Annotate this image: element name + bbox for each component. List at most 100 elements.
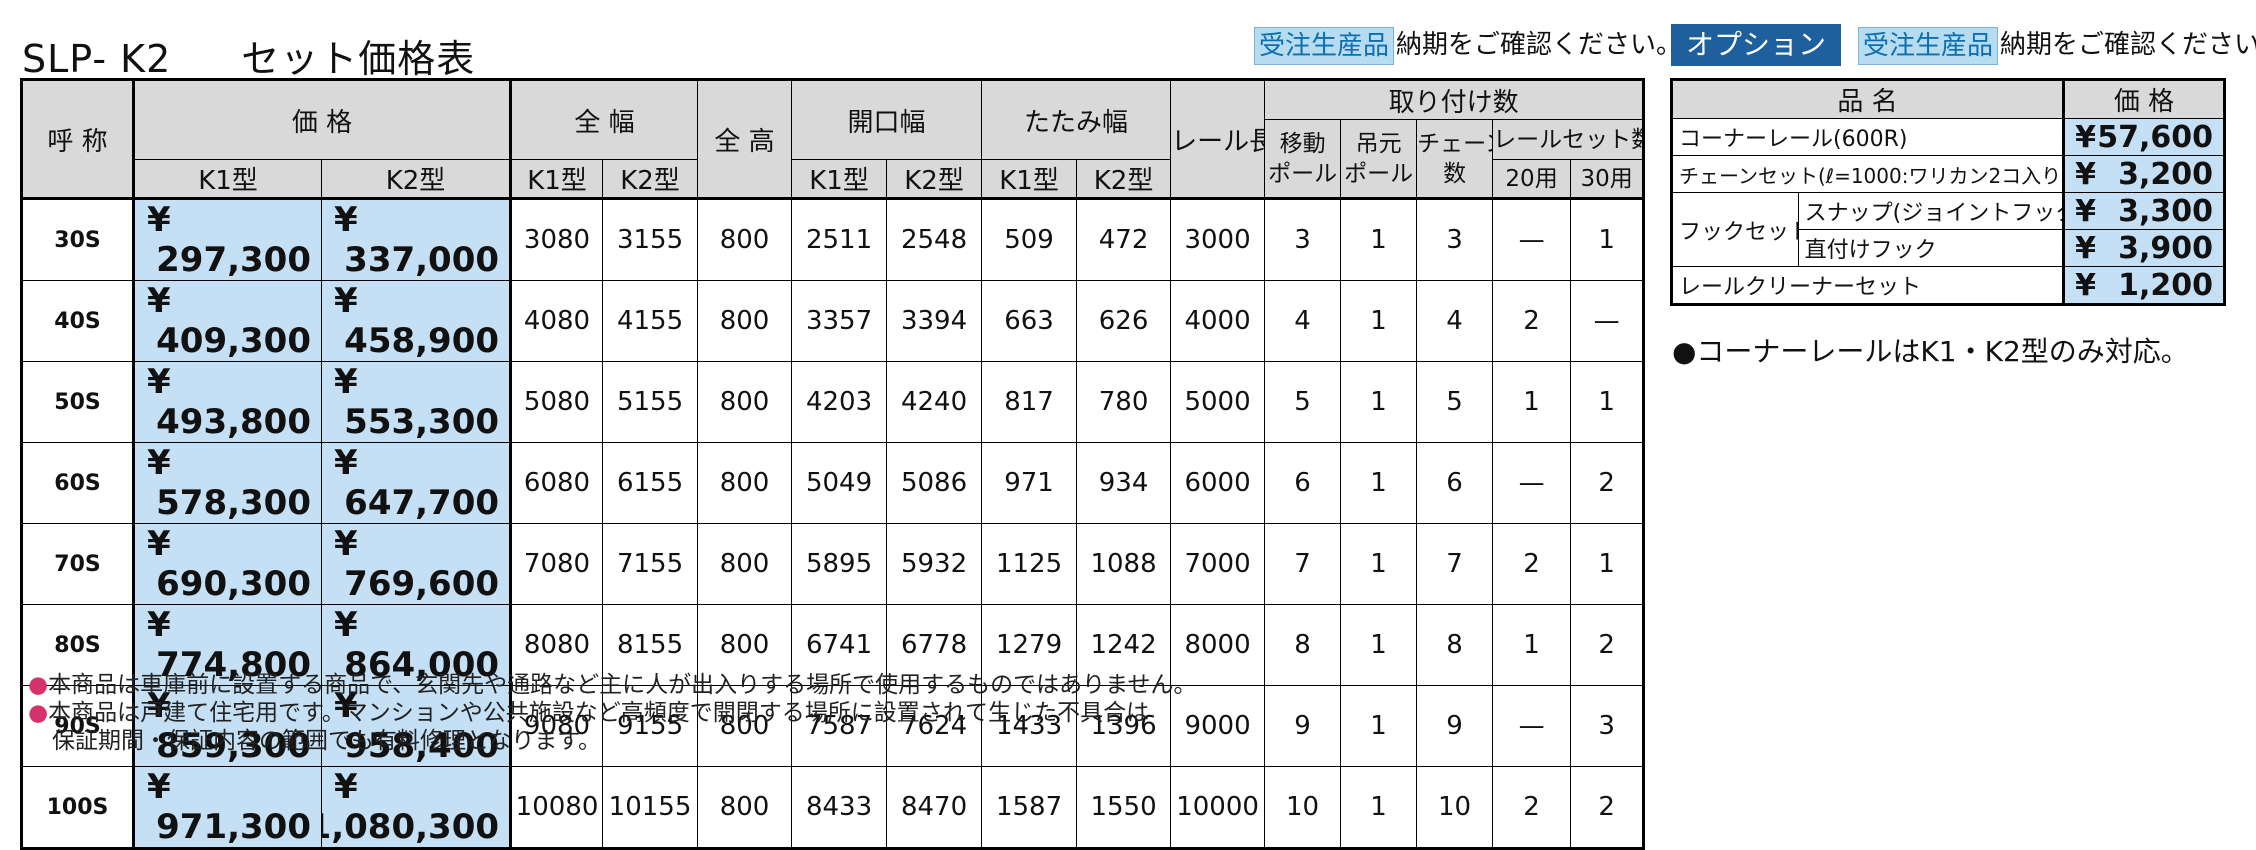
size-name: 50S [21,361,135,443]
opening-k2: 6778 [886,604,983,686]
yen-sign: ¥ [2075,230,2096,266]
size-name: 80S [21,604,135,686]
price-k2: ¥958,400 [320,685,513,767]
opening-k2: 5086 [886,442,983,524]
width-k2: 5155 [602,361,699,443]
moving-pole-count: 9 [1264,685,1342,767]
rail-set-20: — [1492,685,1572,767]
width-k2: 8155 [602,604,699,686]
folding-k2: 472 [1076,198,1172,281]
price-amount: 3,900 [2118,230,2213,266]
hanging-pole-label: 吊元 ポール [1344,130,1414,187]
folding-k2: 1396 [1076,685,1172,767]
header-total-height: 全 高 [697,79,793,200]
folding-k2: 1550 [1076,766,1172,849]
width-k1: 3080 [510,198,604,281]
width-k2: 9155 [602,685,699,767]
yen-sign: ¥ [2075,119,2096,155]
price-k1: ¥493,800 [133,361,322,443]
width-k2: 10155 [602,766,699,849]
price-k1: ¥774,800 [133,604,322,686]
footer-note-3: 保証期間・保証内容の範囲でも有料修理となります。 [52,728,602,754]
yen-sign: ¥ [147,362,171,403]
yen-sign: ¥ [2075,156,2096,192]
header-total-width: 全 幅 [510,79,699,160]
price-k2: ¥864,000 [320,604,513,686]
moving-pole-count: 10 [1264,766,1342,849]
option-row: 直付けフック ¥3,900 [1672,229,2225,267]
header-folding-k2: K2型 [1076,159,1172,200]
opening-k2: 5932 [886,523,983,605]
size-name: 100S [21,766,135,849]
header-opening-k1: K1型 [791,159,888,200]
rail-length: 5000 [1170,361,1266,443]
yen-sign: ¥ [334,362,358,403]
rail-length: 7000 [1170,523,1266,605]
header-rail-set-20: 20用 [1492,159,1572,200]
price-k1: ¥859,300 [133,685,322,767]
price-table: 呼 称価 格全 幅全 高開口幅たたみ幅レール長取り付け数移動ポール吊元ポールチェ… [20,78,1646,850]
header-opening-width: 開口幅 [791,79,983,160]
chain-count: 5 [1416,361,1494,443]
made-to-order-badge: 受注生産品 [1254,27,1395,65]
header-folding-k1: K1型 [981,159,1078,200]
chain-count: 7 [1416,523,1494,605]
price-amount: 971,300 [156,807,311,847]
opening-k1: 5895 [791,523,888,605]
table-row: 40S ¥409,300 ¥458,900 4080 4155 800 3357 3394 66… [21,280,1645,362]
rail-set-30: 1 [1570,523,1645,605]
header-name: 呼 称 [21,79,135,200]
header-price-k2: K2型 [320,159,513,200]
folding-k1: 817 [981,361,1078,443]
folding-k1: 1279 [981,604,1078,686]
moving-pole-count: 6 [1264,442,1342,524]
rail-set-30: 2 [1570,766,1645,849]
price-k1: ¥409,300 [133,280,322,362]
price-amount: 3,200 [2118,156,2213,192]
price-amount: 297,300 [156,240,311,280]
moving-pole-count: 7 [1264,523,1342,605]
opening-k2: 2548 [886,198,983,281]
price-k1: ¥297,300 [133,198,322,281]
rail-length: 6000 [1170,442,1266,524]
size-name: 30S [21,198,135,281]
rail-set-20: 2 [1492,280,1572,362]
folding-k2: 780 [1076,361,1172,443]
chain-count-label: チェーン数 [1417,130,1492,187]
size-name: 70S [21,523,135,605]
hanging-pole-count: 1 [1340,604,1418,686]
header-rail-set-count: レールセット数 [1492,119,1645,160]
yen-sign: ¥ [147,200,171,240]
yen-sign: ¥ [334,281,358,322]
yen-sign: ¥ [334,200,358,240]
option-row: チェーンセット(ℓ=1000:ワリカン2コ入り) ¥3,200 [1670,155,2225,193]
rail-length: 3000 [1170,198,1266,281]
price-amount: 769,600 [344,564,500,604]
width-k1: 5080 [510,361,604,443]
header-folding-width: たたみ幅 [981,79,1172,160]
yen-sign: ¥ [147,605,171,646]
options-header-item: 品 名 [1670,79,2065,119]
opening-k1: 8433 [791,766,888,849]
price-amount: 647,700 [344,483,500,523]
header-mounting-count: 取り付け数 [1264,79,1645,120]
option-price: ¥3,300 [2062,192,2225,230]
price-amount: 1,080,300 [321,807,500,847]
folding-k2: 934 [1076,442,1172,524]
table-row: 90S ¥859,300 ¥958,400 9080 9155 800 7587 7624 14… [21,685,1645,767]
height: 800 [697,280,793,362]
folding-k1: 1433 [981,685,1078,767]
size-name: 90S [21,685,135,767]
rail-set-30: 3 [1570,685,1645,767]
footer-note-2: ●本商品は戸建て住宅用です。マンションや公共施設など高頻度で開閉する場所に設置さ… [28,700,1150,726]
hanging-pole-count: 1 [1340,766,1418,849]
price-amount: 57,600 [2097,119,2213,155]
rail-set-20: 2 [1492,766,1572,849]
width-k1: 10080 [510,766,604,849]
yen-sign: ¥ [2075,193,2096,229]
header-moving-pole: 移動 ポール [1264,119,1342,200]
option-row: フックセット スナップ(ジョイントフック) ¥3,300 [1671,192,2225,267]
rail-set-30: 2 [1570,604,1645,686]
price-k1: ¥971,300 [133,766,322,849]
folding-k1: 663 [981,280,1078,362]
